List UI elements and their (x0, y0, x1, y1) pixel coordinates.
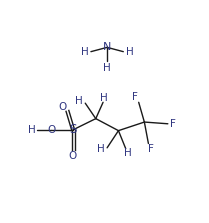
Text: H: H (28, 125, 35, 135)
Text: N: N (103, 42, 111, 52)
Text: O: O (47, 125, 55, 135)
Text: O: O (59, 102, 67, 112)
Text: F: F (132, 92, 138, 102)
Text: H: H (124, 149, 132, 159)
Text: O: O (68, 151, 76, 161)
Text: H: H (101, 93, 108, 103)
Text: H: H (75, 97, 83, 106)
Text: H: H (97, 144, 104, 154)
Text: H: H (80, 47, 88, 57)
Text: F: F (148, 144, 154, 154)
Text: F: F (170, 119, 176, 129)
Text: H: H (126, 47, 134, 57)
Text: S: S (69, 123, 77, 136)
Text: H: H (103, 63, 111, 73)
